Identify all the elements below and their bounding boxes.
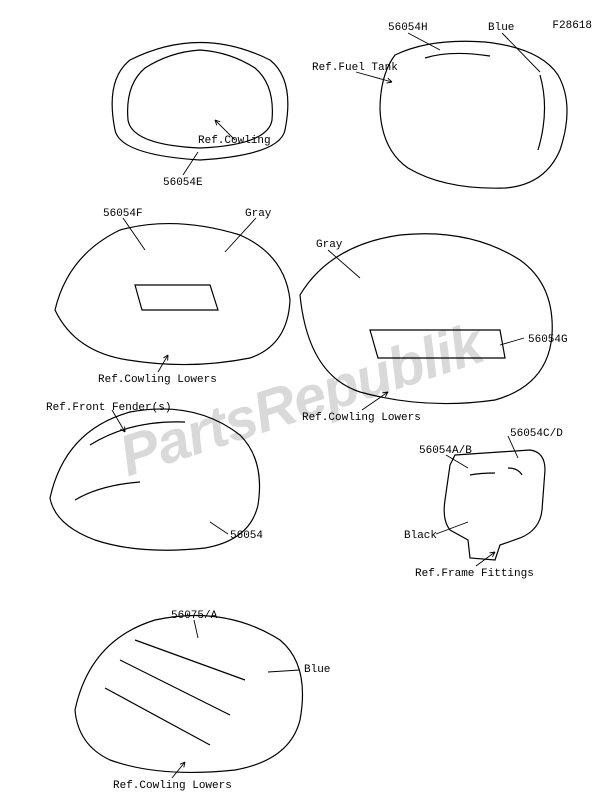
leader-line bbox=[194, 620, 198, 638]
callout-56054H: 56054H bbox=[388, 22, 428, 34]
cowling-lower-right bbox=[300, 234, 552, 404]
leader-line bbox=[210, 522, 228, 534]
callout-lowers2: Ref.Cowling Lowers bbox=[302, 412, 421, 424]
fuel-tank-cover bbox=[380, 41, 567, 188]
callout-56075A: 56075/A bbox=[171, 610, 217, 622]
callout-blue1: Blue bbox=[488, 22, 514, 34]
callout-black: Black bbox=[404, 530, 437, 542]
callout-56054F: 56054F bbox=[103, 208, 143, 220]
leader-line bbox=[268, 670, 300, 672]
callout-56054AB: 56054A/B bbox=[419, 445, 472, 457]
callout-lowers1: Ref.Cowling Lowers bbox=[98, 374, 217, 386]
leader-line bbox=[172, 762, 185, 778]
leader-line bbox=[502, 33, 540, 72]
callout-56054E: 56054E bbox=[163, 177, 203, 189]
callout-cowling: Ref.Cowling bbox=[198, 135, 271, 147]
callout-gray1: Gray bbox=[245, 208, 271, 220]
front-fender bbox=[50, 409, 260, 550]
cowling-lower-left bbox=[55, 224, 290, 365]
callout-56054G: 56054G bbox=[528, 334, 568, 346]
callout-fueltank: Ref.Fuel Tank bbox=[312, 62, 398, 74]
leader-line bbox=[225, 218, 256, 252]
frame-fitting-bracket bbox=[444, 450, 545, 560]
leader-line bbox=[436, 522, 468, 534]
parts-diagram bbox=[0, 0, 602, 800]
callout-frame: Ref.Frame Fittings bbox=[415, 568, 534, 580]
callout-lowers3: Ref.Cowling Lowers bbox=[113, 780, 232, 792]
lower-cowling-panel bbox=[75, 616, 303, 773]
leader-line bbox=[500, 338, 524, 345]
leader-line bbox=[328, 250, 360, 278]
leader-line bbox=[362, 392, 388, 410]
callout-56054: 56054 bbox=[230, 530, 263, 542]
callout-gray2: Gray bbox=[316, 239, 342, 251]
leader-line bbox=[183, 152, 198, 175]
callout-blue2: Blue bbox=[304, 664, 330, 676]
callout-56054CD: 56054C/D bbox=[510, 428, 563, 440]
callout-fender: Ref.Front Fender(s) bbox=[46, 402, 171, 414]
leader-line bbox=[408, 33, 440, 50]
figure-code: F28618 bbox=[552, 20, 592, 32]
leader-line bbox=[123, 218, 145, 250]
